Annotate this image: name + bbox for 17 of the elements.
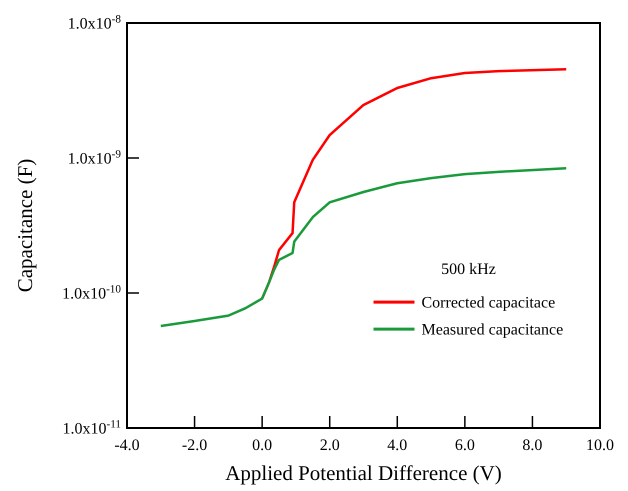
y-tick-label: 1.0x10$^{-10}$	[62, 284, 122, 303]
x-tick-label: -4.0	[114, 437, 140, 454]
y-tick-label: 1.0x10$^{-11}$	[62, 418, 121, 438]
y-tick-label: 1.0x10$^{-9}$	[68, 148, 122, 168]
x-axis-title: Applied Potential Difference (V)	[225, 461, 502, 485]
y-axis-title: Capacitance (F)	[13, 158, 37, 292]
x-tick-label: 0.0	[252, 437, 272, 454]
legend-title: 500 kHz	[441, 261, 496, 278]
y-tick-label: 1.0x10$^{-8}$	[68, 14, 122, 33]
legend-label: Measured capacitance	[422, 322, 564, 339]
x-tick-label: 2.0	[320, 437, 340, 454]
x-tick-label: 6.0	[454, 437, 475, 454]
legend-label: Corrected capacitace	[422, 294, 556, 312]
x-tick-label: 10.0	[586, 437, 614, 454]
x-tick-label: -2.0	[182, 437, 208, 454]
x-tick-label: 4.0	[387, 437, 408, 454]
x-tick-label: 8.0	[522, 437, 542, 454]
